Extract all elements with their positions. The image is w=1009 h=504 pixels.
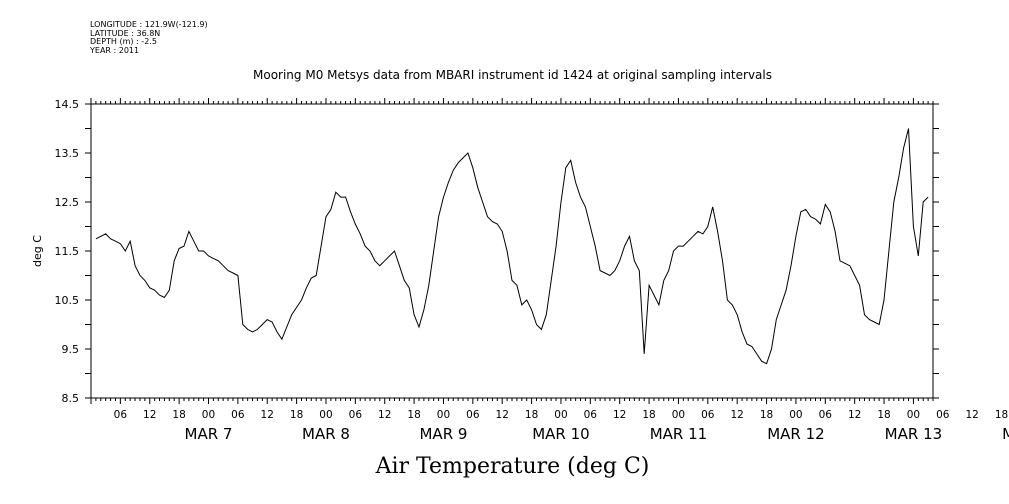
longitude-label: LONGITUDE : 121.9W(-121.9): [90, 20, 208, 29]
x-hour-label: 06: [349, 409, 363, 421]
x-hour-label: 06: [701, 409, 715, 421]
x-day-label: MAR 13: [885, 425, 942, 443]
series-line: [95, 128, 929, 365]
x-hour-label: 18: [172, 409, 185, 421]
x-hour-label: 06: [231, 409, 245, 421]
x-day-label: MAR 8: [302, 425, 350, 443]
x-hour-label: 00: [672, 409, 685, 421]
x-hour-label: 00: [202, 409, 215, 421]
y-tick-label: 13.5: [55, 147, 80, 160]
x-hour-label: 12: [143, 409, 156, 421]
y-tick-label: 10.5: [55, 294, 80, 307]
x-hour-label: 06: [936, 409, 950, 421]
x-hour-label: 18: [760, 409, 773, 421]
x-hour-label: 00: [437, 409, 450, 421]
x-day-label: MAR 9: [419, 425, 467, 443]
chart-title: Mooring M0 Metsys data from MBARI instru…: [253, 68, 772, 82]
plot-frame: [90, 103, 934, 399]
x-hour-label: 18: [290, 409, 303, 421]
x-day-label: MAR 7: [185, 425, 233, 443]
x-hour-label: 00: [554, 409, 567, 421]
y-axis-label: deg C: [31, 235, 44, 267]
x-day-label: MAR 11: [650, 425, 707, 443]
x-hour-label: 12: [261, 409, 274, 421]
x-hour-label: 06: [466, 409, 480, 421]
x-hour-label: 18: [995, 409, 1008, 421]
x-hour-label: 06: [584, 409, 598, 421]
x-hour-label: 00: [907, 409, 920, 421]
y-tick-label: 8.5: [62, 392, 80, 405]
x-hour-label: 12: [848, 409, 861, 421]
x-hour-label: 12: [730, 409, 743, 421]
y-tick-label: 14.5: [55, 98, 80, 111]
x-hour-label: 12: [496, 409, 509, 421]
metadata-block: LONGITUDE : 121.9W(-121.9) LATITUDE : 36.…: [90, 20, 208, 55]
y-tick-label: 12.5: [55, 196, 80, 209]
x-hour-label: 06: [819, 409, 833, 421]
x-day-label: MAR 12: [767, 425, 824, 443]
x-hour-label: 12: [965, 409, 978, 421]
x-day-label: MAR 10: [532, 425, 589, 443]
x-hour-label: 18: [877, 409, 890, 421]
y-tick-label: 11.5: [55, 245, 80, 258]
axis-labels: 8.5 9.5 10.5 11.5 12.5 13.5 14.5 06 12 18 00 06 12 18…: [55, 98, 1009, 443]
x-hour-label: 18: [642, 409, 655, 421]
x-day-label: MAR 14: [1002, 425, 1009, 443]
x-hour-label: 00: [789, 409, 802, 421]
x-hour-label: 18: [525, 409, 538, 421]
x-hour-label: 00: [319, 409, 332, 421]
x-hour-label: 06: [114, 409, 128, 421]
x-hour-label: 12: [378, 409, 391, 421]
x-hour-label: 18: [407, 409, 420, 421]
x-axis-title: Air Temperature (deg C): [375, 454, 650, 479]
axis-ticks: [85, 98, 939, 404]
latitude-label: LATITUDE : 36.8N: [90, 28, 161, 38]
y-tick-label: 9.5: [62, 343, 80, 356]
depth-label: DEPTH (m) : -2.5: [90, 37, 157, 47]
year-label: YEAR : 2011: [90, 45, 140, 55]
x-hour-label: 12: [613, 409, 626, 421]
